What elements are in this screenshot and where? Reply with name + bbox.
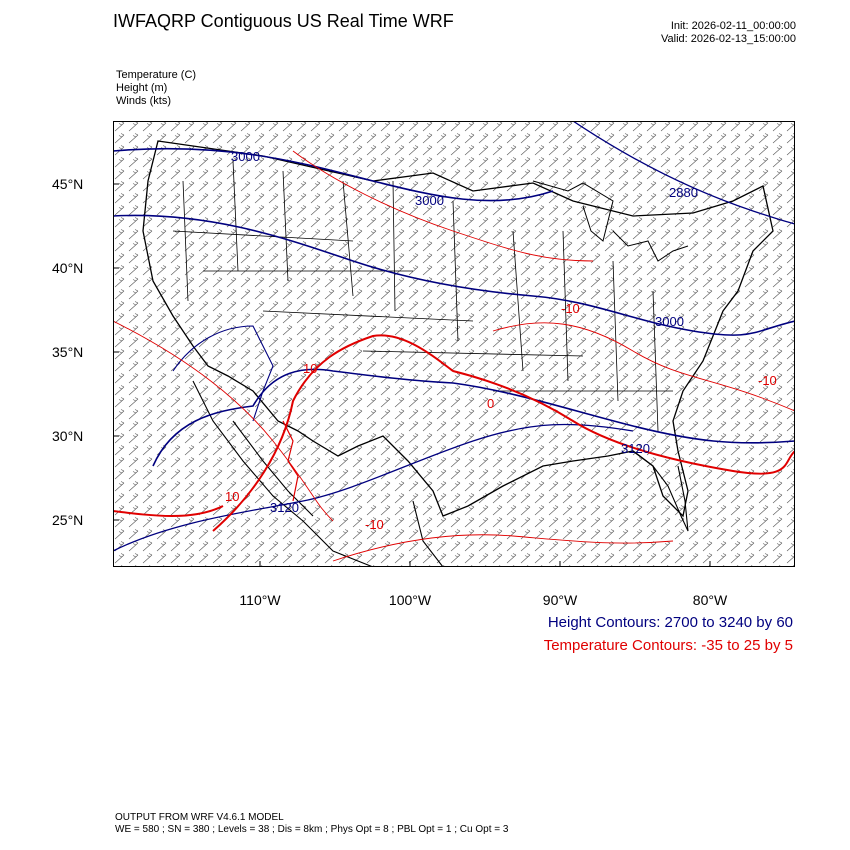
lat-label: 45°N	[52, 176, 84, 192]
temperature-contours	[113, 150, 795, 562]
lat-label: 25°N	[52, 512, 84, 528]
model-info: OUTPUT FROM WRF V4.6.1 MODEL WE = 580 ; …	[115, 812, 508, 836]
great-lakes	[532, 180, 689, 262]
variable-list: Temperature (C) Height (m) Winds (kts)	[116, 69, 196, 108]
lat-label: 35°N	[52, 344, 84, 360]
height-contour-legend: Height Contours: 2700 to 3240 by 60	[547, 614, 793, 631]
temperature-label: -10	[758, 373, 777, 388]
state-lines	[172, 160, 673, 432]
mexico-coast	[192, 380, 444, 567]
height-label: 3000	[415, 193, 444, 208]
axis-ticks	[113, 183, 711, 567]
wind-barbs	[113, 121, 795, 567]
lon-label: 80°W	[692, 592, 728, 608]
winds-unit: Winds (kts)	[116, 95, 171, 107]
height-contours	[113, 121, 795, 552]
height-unit: Height (m)	[116, 82, 168, 94]
height-label: 3120	[270, 500, 299, 515]
temperature-label: 10	[225, 489, 239, 504]
lon-label: 110°W	[239, 592, 281, 608]
temperature-label: 0	[487, 396, 494, 411]
lon-label: 90°W	[542, 592, 578, 608]
model-options: WE = 580 ; SN = 380 ; Levels = 38 ; Dis …	[115, 824, 509, 835]
temperature-label: -10	[561, 301, 580, 316]
height-label: 3000	[655, 314, 684, 329]
temperature-label: 10	[303, 361, 317, 376]
map-title: IWFAQRP Contiguous US Real Time WRF	[113, 11, 454, 31]
lat-label: 30°N	[52, 428, 84, 444]
temperature-unit: Temperature (C)	[116, 69, 197, 81]
temperature-label: -10	[365, 517, 384, 532]
florida	[632, 450, 689, 532]
lat-label: 40°N	[52, 260, 84, 276]
init-time: Init: 2026-02-11_00:00:00	[670, 20, 796, 32]
height-label: 2880	[669, 185, 698, 200]
valid-time: Valid: 2026-02-13_15:00:00	[661, 33, 796, 45]
time-info: Init: 2026-02-11_00:00:00 Valid: 2026-02…	[661, 20, 796, 46]
map-border	[113, 121, 795, 567]
height-label: 3120	[621, 441, 650, 456]
weather-map: 3000 3000 2880 3000 3120 3120 -10 -10 -1…	[113, 121, 795, 567]
model-version: OUTPUT FROM WRF V4.6.1 MODEL	[115, 812, 284, 823]
lon-label: 100°W	[388, 592, 432, 608]
temperature-contour-legend: Temperature Contours: -35 to 25 by 5	[543, 637, 793, 654]
height-label: 3000	[231, 149, 260, 164]
